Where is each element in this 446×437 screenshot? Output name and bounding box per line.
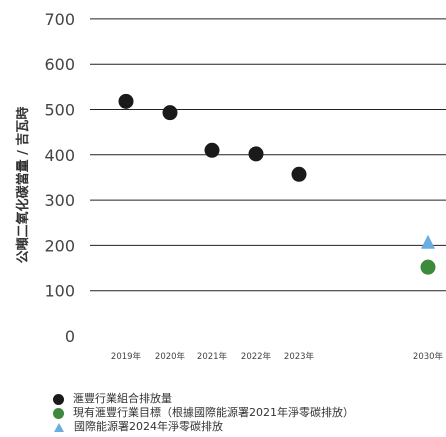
x-tick-label: 2030年 [413,351,444,362]
y-axis-label: 公噸二氧化碳當量 / 吉瓦時 [15,107,31,264]
x-tick-label: 2021年 [197,351,228,362]
y-tick-label: 200 [44,236,75,255]
legend-item-iea: 國際能源署2024年淨零碳排放 [53,420,354,434]
data-point-series0-1 [162,105,178,121]
y-tick-label: 0 [65,327,75,346]
legend-item-portfolio: 滙豐行業組合排放量 [53,392,354,406]
grid-lines [90,18,446,292]
legend-circle-green [53,407,64,419]
y-tick-label: 300 [44,191,75,210]
x-axis-ticks: 2019年 2020年 2021年 2022年 2023年 2030年 [111,351,444,362]
legend-label-iea: 國際能源署2024年淨零碳排放 [74,420,223,433]
data-point-series0-3 [248,146,264,162]
x-tick-label: 2020年 [155,351,186,362]
data-point-series0-4 [291,166,307,182]
data-point-series0-2 [204,142,220,158]
y-axis-ticks: 0 100 200 300 400 500 600 700 [44,10,75,346]
data-point-series0-0 [118,93,134,109]
legend-label-portfolio: 滙豐行業組合排放量 [73,392,172,405]
y-tick-label: 500 [44,101,75,120]
y-tick-label: 700 [44,10,75,29]
y-tick-label: 100 [44,282,75,301]
x-tick-label: 2023年 [284,351,315,362]
data-points [118,93,436,275]
data-point-series2-0 [421,234,435,249]
legend-circle-black [53,393,64,405]
legend-item-target: 現有滙豐行業目標（根據國際能源署2021年淨零碳排放） [53,406,354,420]
y-tick-label: 600 [44,55,75,74]
legend-triangle-blue [54,422,64,432]
x-tick-label: 2022年 [241,351,272,362]
legend: 滙豐行業組合排放量 現有滙豐行業目標（根據國際能源署2021年淨零碳排放） 國際… [53,392,354,434]
data-point-series1-0 [420,259,436,275]
legend-label-target: 現有滙豐行業目標（根據國際能源署2021年淨零碳排放） [73,406,354,419]
x-tick-label: 2019年 [111,351,142,362]
y-tick-label: 400 [44,146,75,165]
